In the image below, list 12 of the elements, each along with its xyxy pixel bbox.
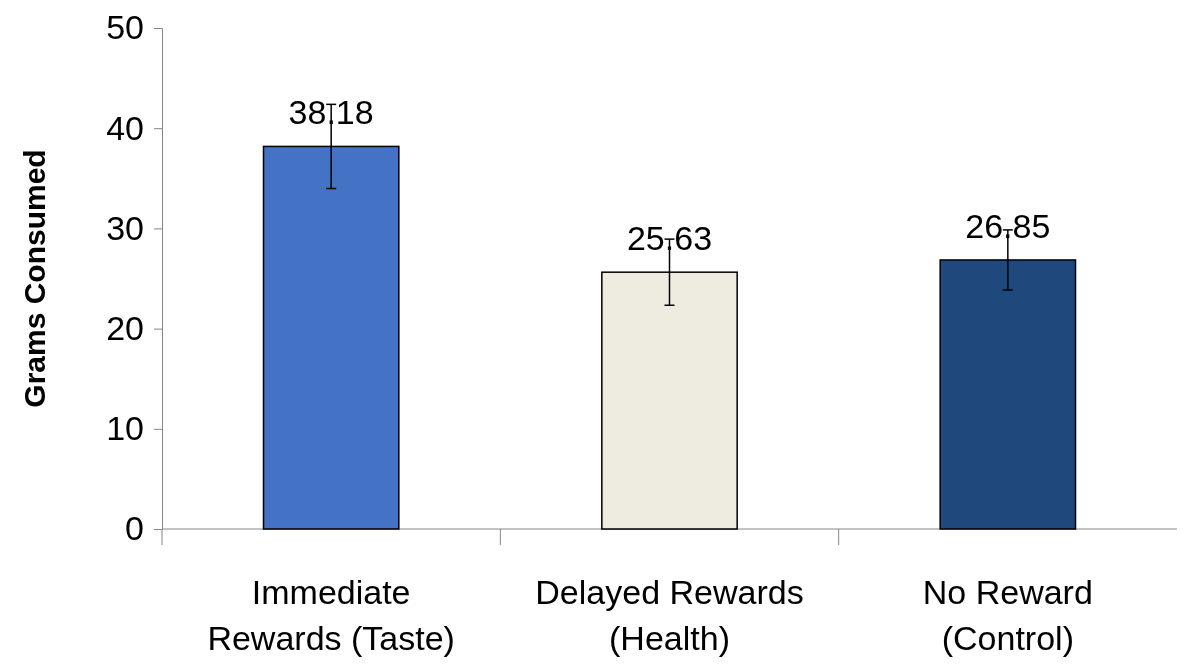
x-tick-label: Delayed Rewards (Health) bbox=[535, 573, 804, 657]
y-tick-label: 10 bbox=[106, 409, 144, 448]
data-label: 26.85 bbox=[965, 206, 1051, 245]
y-tick-label: 20 bbox=[106, 308, 144, 347]
y-tick-label: 30 bbox=[106, 208, 144, 247]
y-tick-label: 0 bbox=[125, 509, 144, 548]
y-tick-label: 50 bbox=[106, 8, 144, 47]
x-tick-label: Immediate Rewards (Taste) bbox=[207, 573, 455, 657]
y-axis-title: Grams Consumed bbox=[18, 149, 51, 408]
x-tick-label: No Reward (Control) bbox=[922, 573, 1093, 657]
data-label: 25.63 bbox=[626, 219, 713, 258]
y-tick-label: 40 bbox=[106, 108, 144, 147]
